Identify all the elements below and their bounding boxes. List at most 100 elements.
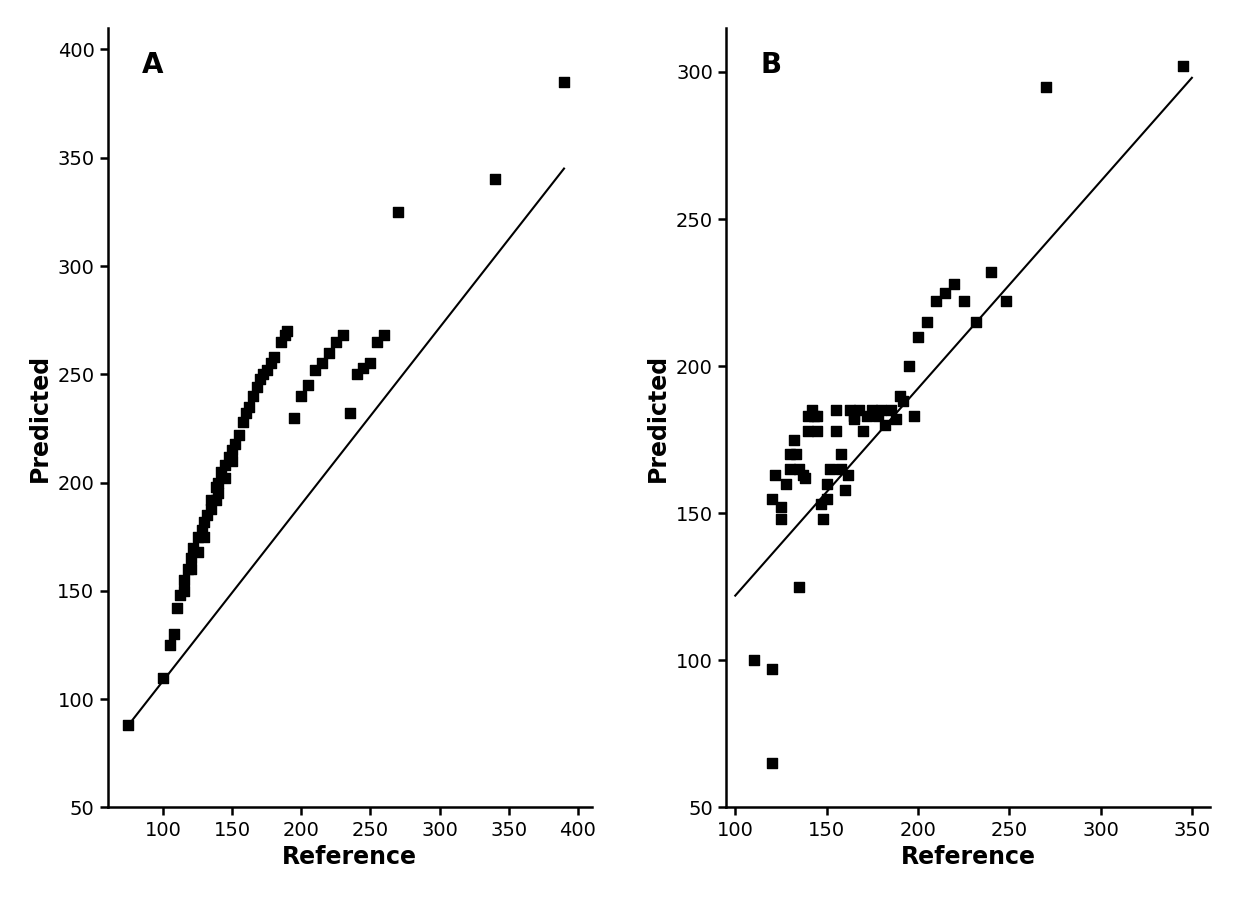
Point: [771, 512, 791, 527]
Point: [361, 356, 381, 370]
Point: [326, 335, 346, 349]
Point: [184, 540, 203, 554]
Point: [844, 409, 864, 423]
Point: [367, 335, 387, 349]
Point: [789, 462, 808, 476]
Point: [817, 476, 837, 491]
Point: [789, 579, 808, 594]
Point: [211, 465, 231, 479]
Point: [893, 395, 913, 409]
Point: [275, 328, 295, 343]
Point: [340, 406, 360, 421]
Point: [966, 315, 986, 329]
Point: [208, 486, 228, 501]
Point: [821, 462, 841, 476]
Point: [312, 356, 332, 370]
Point: [887, 412, 906, 426]
Point: [807, 409, 827, 423]
Point: [1173, 59, 1193, 74]
Point: [236, 406, 255, 421]
Point: [804, 409, 823, 423]
Point: [786, 448, 806, 462]
Point: [208, 475, 228, 490]
Point: [278, 324, 298, 338]
Point: [945, 276, 965, 291]
Point: [201, 492, 221, 507]
Point: [170, 588, 190, 603]
Point: [201, 501, 221, 516]
Point: [795, 471, 815, 485]
Point: [853, 423, 873, 438]
Point: [197, 508, 217, 522]
Point: [935, 285, 955, 300]
Point: [284, 411, 304, 425]
Point: [918, 315, 937, 329]
Point: [160, 638, 180, 652]
Point: [872, 403, 892, 417]
Point: [233, 414, 253, 429]
Point: [780, 448, 800, 462]
Point: [826, 403, 846, 417]
Point: [744, 653, 764, 667]
Point: [224, 437, 244, 451]
Point: [249, 371, 269, 386]
Point: [765, 468, 785, 483]
Point: [167, 601, 187, 615]
Point: [153, 670, 172, 684]
Point: [181, 552, 201, 566]
Point: [257, 362, 277, 377]
Point: [195, 514, 215, 528]
Point: [838, 468, 858, 483]
Point: [807, 423, 827, 438]
Point: [206, 492, 226, 507]
Point: [868, 409, 888, 423]
Point: [1035, 80, 1055, 94]
Point: [485, 172, 505, 187]
Point: [305, 362, 325, 377]
Point: [996, 294, 1016, 309]
Point: [981, 265, 1001, 279]
Y-axis label: Predicted: Predicted: [646, 353, 671, 482]
Point: [270, 335, 290, 349]
Point: [831, 448, 851, 462]
Point: [784, 432, 804, 447]
Point: [904, 409, 924, 423]
Point: [908, 329, 928, 344]
Y-axis label: Predicted: Predicted: [27, 353, 52, 482]
Point: [926, 294, 946, 309]
Point: [857, 409, 877, 423]
Point: [761, 756, 781, 771]
Point: [849, 403, 869, 417]
Point: [554, 74, 574, 89]
X-axis label: Reference: Reference: [900, 845, 1035, 869]
Point: [826, 423, 846, 438]
Point: [347, 367, 367, 381]
Point: [216, 471, 236, 485]
Point: [771, 501, 791, 515]
Point: [799, 423, 818, 438]
Point: [229, 428, 249, 442]
Point: [799, 409, 818, 423]
Point: [353, 361, 373, 375]
Point: [761, 662, 781, 676]
Point: [319, 345, 339, 360]
Point: [954, 294, 973, 309]
Point: [880, 403, 900, 417]
Point: [776, 476, 796, 491]
Point: [899, 359, 919, 373]
Point: [299, 378, 319, 392]
Point: [862, 403, 882, 417]
Point: [875, 418, 895, 432]
Point: [222, 443, 242, 457]
Point: [222, 454, 242, 468]
Point: [187, 544, 207, 559]
Text: B: B: [760, 51, 781, 79]
Point: [890, 388, 910, 403]
Point: [792, 468, 812, 483]
Point: [388, 205, 408, 219]
Point: [260, 356, 280, 370]
X-axis label: Reference: Reference: [283, 845, 417, 869]
Point: [332, 328, 352, 343]
Point: [841, 403, 861, 417]
Point: [174, 584, 193, 598]
